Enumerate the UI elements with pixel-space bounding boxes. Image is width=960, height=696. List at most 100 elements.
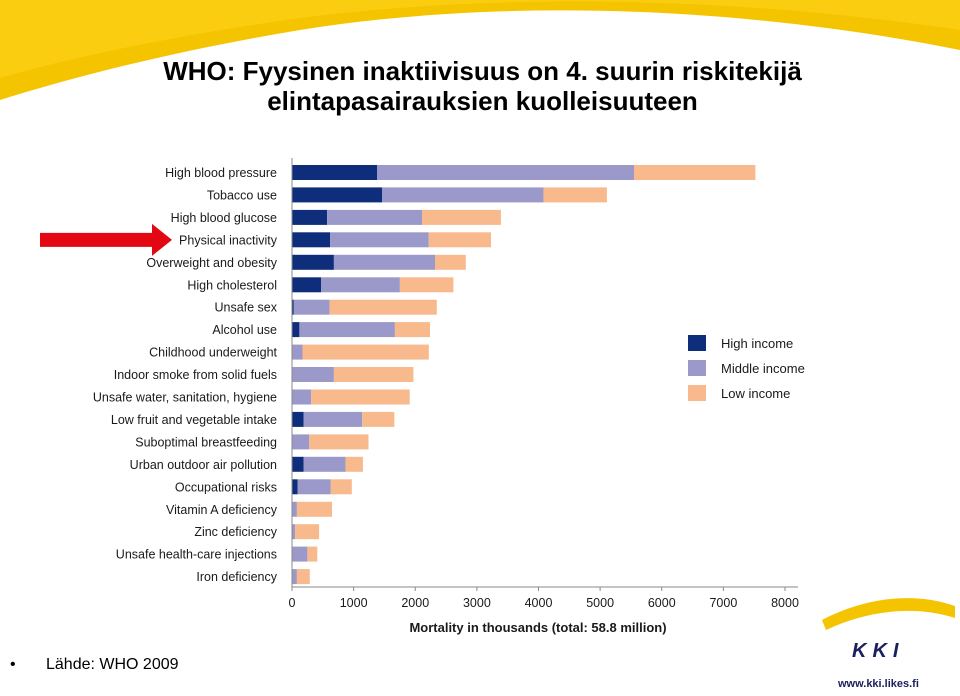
bar-physical-inactivity-middle-income (330, 232, 429, 248)
bar-low-fruit-and-vegetable-intake-middle-income (303, 411, 363, 427)
category-label-occupational-risks: Occupational risks (175, 480, 277, 494)
bar-unsafe-water-sanitation-hygiene-low-income (311, 389, 410, 405)
legend-group: High income Middle income Low income (688, 335, 805, 401)
bar-childhood-underweight-middle-income (292, 344, 303, 360)
x-tick-label-6000: 6000 (648, 596, 676, 610)
bar-indoor-smoke-from-solid-fuels-low-income (333, 367, 414, 382)
bar-iron-deficiency-low-income (296, 569, 310, 585)
bar-suboptimal-breastfeeding-middle-income (292, 434, 310, 450)
bar-vitamin-a-deficiency-low-income (296, 501, 332, 517)
bar-unsafe-health-care-injections-low-income (307, 546, 318, 562)
legend-label-middle-income: Middle income (721, 361, 805, 376)
legend-swatch-middle-income (688, 360, 706, 376)
source-text: Lähde: WHO 2009 (46, 656, 179, 673)
bar-unsafe-health-care-injections-middle-income (292, 546, 308, 562)
x-tick-label-7000: 7000 (709, 596, 737, 610)
bar-iron-deficiency-middle-income (292, 569, 297, 585)
bar-overweight-and-obesity-high-income (292, 254, 334, 270)
category-label-zinc-deficiency: Zinc deficiency (194, 525, 277, 539)
bar-unsafe-sex-middle-income (293, 299, 330, 315)
page-title: WHO: Fyysinen inaktiivisuus on 4. suurin… (30, 56, 935, 116)
bar-high-blood-glucose-low-income (422, 209, 501, 225)
x-axis-title: Mortality in thousands (total: 58.8 mill… (409, 620, 666, 635)
x-tick-label-2000: 2000 (401, 596, 429, 610)
bar-suboptimal-breastfeeding-low-income (309, 434, 369, 450)
bar-urban-outdoor-air-pollution-low-income (345, 456, 363, 472)
category-label-high-cholesterol: High cholesterol (187, 278, 277, 292)
bar-high-blood-pressure-low-income (634, 165, 756, 180)
bar-vitamin-a-deficiency-middle-income (292, 501, 297, 517)
bar-physical-inactivity-low-income (428, 232, 491, 248)
bar-alcohol-use-middle-income (299, 322, 395, 338)
bar-alcohol-use-high-income (292, 322, 300, 338)
bar-tobacco-use-middle-income (382, 187, 544, 203)
bar-low-fruit-and-vegetable-intake-low-income (362, 411, 395, 427)
legend-swatch-low-income (688, 385, 706, 401)
x-tick-label-1000: 1000 (340, 596, 368, 610)
bar-high-blood-glucose-high-income (292, 209, 328, 225)
category-label-high-blood-pressure: High blood pressure (165, 166, 277, 180)
site-url: www.kki.likes.fi (838, 678, 919, 690)
category-label-iron-deficiency: Iron deficiency (196, 570, 277, 584)
bar-overweight-and-obesity-middle-income (333, 254, 435, 270)
kki-logo: KKI (852, 640, 905, 662)
bar-unsafe-sex-high-income (292, 299, 294, 315)
category-label-urban-outdoor-air-pollution: Urban outdoor air pollution (130, 458, 277, 472)
category-label-unsafe-health-care-injections: Unsafe health-care injections (116, 548, 277, 562)
x-tick-label-5000: 5000 (586, 596, 614, 610)
bar-high-blood-pressure-high-income (292, 165, 377, 180)
x-tick-label-4000: 4000 (525, 596, 553, 610)
bar-occupational-risks-low-income (330, 479, 352, 495)
bar-overweight-and-obesity-low-income (435, 254, 466, 270)
legend-label-high-income: High income (721, 336, 793, 351)
category-label-indoor-smoke-from-solid-fuels: Indoor smoke from solid fuels (114, 368, 277, 382)
bar-high-cholesterol-middle-income (321, 277, 400, 293)
title-line-2: elintapasairauksien kuolleisuuteen (267, 86, 698, 116)
bar-high-blood-glucose-middle-income (327, 209, 422, 225)
bar-high-cholesterol-high-income (292, 277, 321, 293)
bar-physical-inactivity-high-income (292, 232, 331, 248)
bar-low-fruit-and-vegetable-intake-high-income (292, 411, 304, 427)
source-note: • Lähde: WHO 2009 (10, 656, 179, 674)
category-label-overweight-and-obesity: Overweight and obesity (146, 256, 277, 270)
legend-swatch-high-income (688, 335, 706, 351)
category-label-alcohol-use: Alcohol use (212, 323, 277, 337)
bar-zinc-deficiency-middle-income (292, 524, 296, 540)
x-tick-label-8000: 8000 (771, 596, 799, 610)
category-label-low-fruit-and-vegetable-intake: Low fruit and vegetable intake (111, 413, 277, 427)
category-label-physical-inactivity: Physical inactivity (179, 233, 278, 247)
bar-occupational-risks-high-income (292, 479, 298, 495)
legend-label-low-income: Low income (721, 386, 790, 401)
bar-occupational-risks-middle-income (297, 479, 331, 495)
category-label-unsafe-water-sanitation-hygiene: Unsafe water, sanitation, hygiene (93, 391, 277, 405)
category-label-unsafe-sex: Unsafe sex (214, 301, 277, 315)
bar-urban-outdoor-air-pollution-middle-income (303, 456, 346, 472)
bar-high-blood-pressure-middle-income (377, 165, 634, 180)
source-bullet: • (10, 656, 16, 673)
bar-tobacco-use-high-income (292, 187, 382, 203)
x-tick-label-3000: 3000 (463, 596, 491, 610)
bar-tobacco-use-low-income (543, 187, 607, 203)
bar-alcohol-use-low-income (394, 322, 430, 338)
x-axis-group: 0 1000 2000 3000 4000 5000 6000 7000 8000 Mortali… (289, 158, 799, 635)
red-arrow-icon (40, 223, 172, 256)
category-label-tobacco-use: Tobacco use (207, 188, 277, 202)
bar-unsafe-sex-low-income (329, 299, 437, 315)
category-label-childhood-underweight: Childhood underweight (149, 346, 277, 360)
bar-high-cholesterol-low-income (399, 277, 454, 293)
category-labels-group: High blood pressure Tobacco use High blood… (93, 166, 278, 584)
top-yellow-wave-inner (0, 0, 960, 78)
bar-indoor-smoke-from-solid-fuels-middle-income (292, 367, 334, 382)
bar-unsafe-water-sanitation-hygiene-middle-income (292, 389, 312, 405)
bar-zinc-deficiency-low-income (295, 524, 320, 540)
bar-childhood-underweight-low-income (302, 344, 429, 360)
x-tick-label-0: 0 (289, 596, 296, 610)
bars-group (292, 165, 756, 585)
bar-urban-outdoor-air-pollution-high-income (292, 456, 304, 472)
highlight-arrow-group (40, 223, 172, 256)
category-label-vitamin-a-deficiency: Vitamin A deficiency (166, 503, 278, 517)
category-label-suboptimal-breastfeeding: Suboptimal breastfeeding (135, 435, 277, 449)
title-line-1: WHO: Fyysinen inaktiivisuus on 4. suurin… (163, 56, 802, 86)
